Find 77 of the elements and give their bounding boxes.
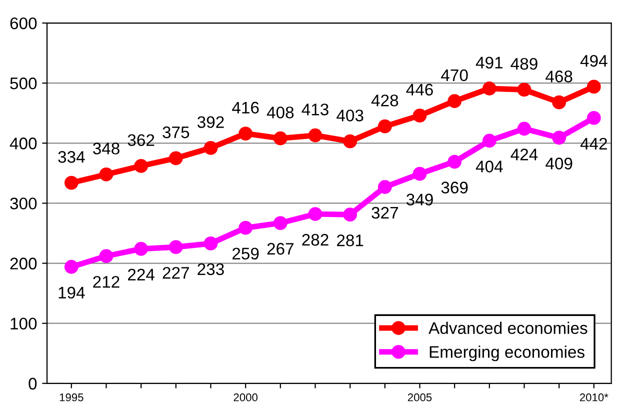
data-label: 259 (232, 248, 259, 260)
data-label: 281 (337, 234, 364, 246)
point (204, 141, 218, 155)
point (99, 167, 114, 182)
point (448, 154, 462, 169)
point (273, 216, 288, 230)
data-label: 212 (93, 276, 120, 288)
data-label: 362 (128, 134, 154, 146)
data-label: 375 (162, 126, 190, 138)
point (204, 236, 218, 250)
point (273, 131, 288, 146)
y-tick-label: 500 (10, 78, 37, 90)
point (517, 122, 532, 136)
point (412, 166, 427, 181)
point (308, 128, 322, 142)
point (412, 108, 427, 122)
data-label: 334 (58, 151, 85, 163)
data-label: 267 (267, 242, 294, 255)
x-tick-label: 2000 (234, 393, 258, 402)
y-tick-label: 400 (10, 138, 37, 150)
point (238, 126, 253, 140)
data-label: 282 (302, 234, 328, 246)
y-tick-label: 200 (10, 258, 37, 270)
x-tick-label: 2010* (580, 393, 608, 402)
data-label: 404 (476, 160, 503, 172)
data-label: 491 (476, 56, 502, 69)
point (134, 159, 148, 173)
point (586, 80, 601, 94)
data-label: 369 (441, 182, 468, 194)
point (168, 151, 183, 166)
data-label: 413 (302, 104, 328, 116)
data-label: 494 (580, 54, 608, 67)
x-tick-label: 1995 (60, 393, 84, 402)
y-tick-label: 100 (10, 318, 37, 330)
point (552, 130, 566, 145)
y-tick-label: 300 (10, 198, 37, 210)
data-label: 446 (406, 84, 433, 96)
point (517, 82, 532, 97)
point (308, 207, 322, 221)
data-label: 327 (372, 206, 398, 219)
data-label: 408 (266, 106, 294, 118)
data-label: 392 (197, 116, 224, 128)
point (238, 220, 253, 235)
legend-label: Emerging economies (430, 346, 584, 362)
data-label: 428 (371, 94, 398, 106)
data-label: 470 (441, 69, 468, 82)
point (343, 208, 358, 222)
y-tick-label: 600 (10, 17, 37, 30)
point (378, 180, 392, 194)
point (448, 94, 462, 108)
point (168, 240, 183, 254)
data-label: 424 (510, 148, 538, 160)
data-label: 468 (546, 70, 572, 82)
data-label: 194 (58, 286, 85, 299)
data-label: 442 (580, 138, 607, 150)
legend-label: Advanced economies (428, 322, 588, 334)
data-label: 349 (406, 194, 433, 206)
x-tick-label: 2005 (408, 393, 432, 402)
point (552, 95, 566, 110)
point (482, 82, 496, 96)
point (482, 134, 496, 148)
point (378, 119, 392, 134)
data-label: 348 (92, 142, 120, 154)
point (586, 110, 601, 125)
point (343, 134, 358, 148)
data-label: 227 (162, 266, 189, 279)
data-label: 403 (336, 110, 364, 122)
point (134, 242, 148, 256)
point (64, 176, 78, 190)
data-label: 409 (546, 158, 572, 170)
point (64, 260, 78, 274)
y-tick-label: 0 (28, 378, 37, 390)
data-label: 224 (128, 268, 154, 280)
data-label: 416 (232, 102, 259, 114)
data-label: 233 (198, 263, 224, 276)
data-label: 489 (510, 58, 538, 70)
point (99, 249, 114, 264)
